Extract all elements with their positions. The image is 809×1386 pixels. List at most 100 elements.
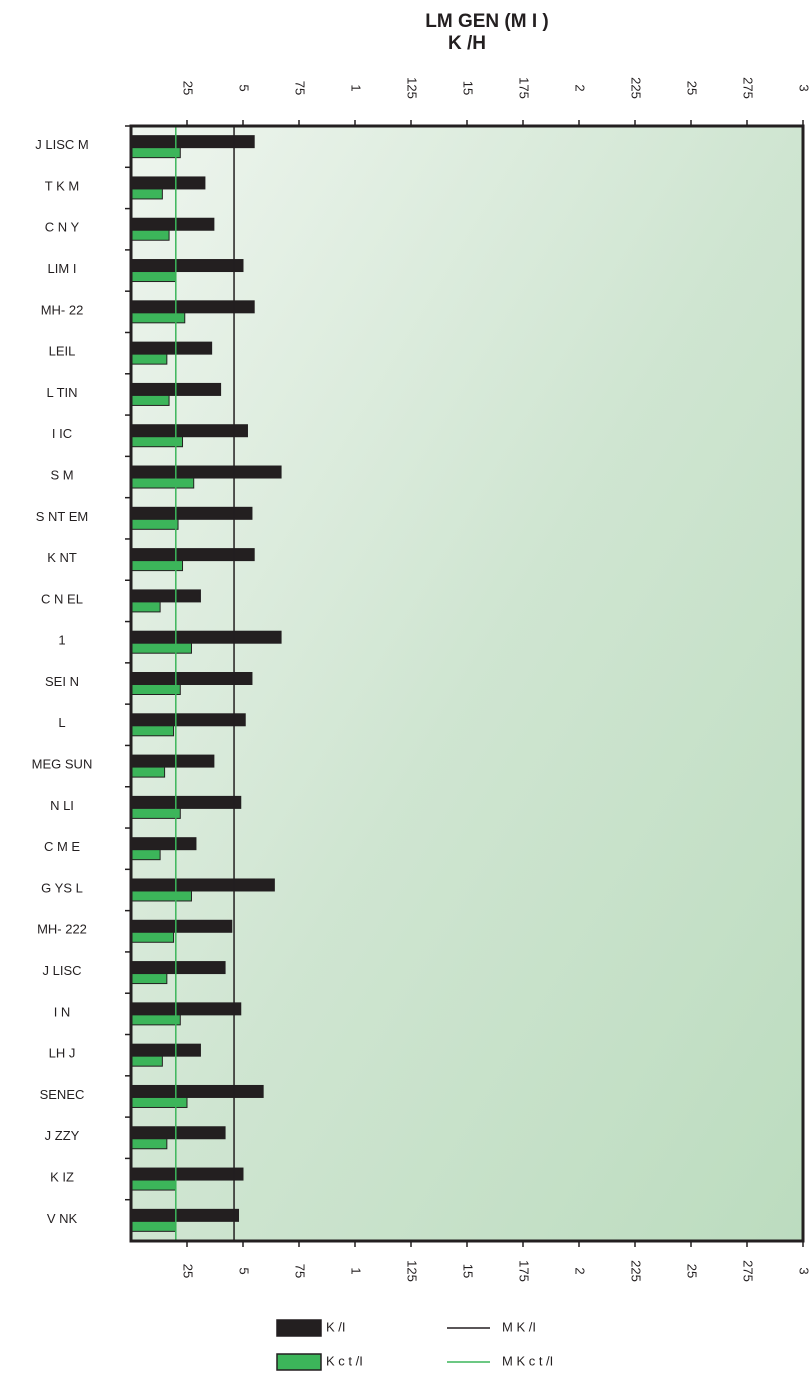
bar (130, 312, 186, 324)
bar (130, 1096, 188, 1108)
x-tick-label: 2 (573, 84, 588, 91)
x-tick-label: 3 (797, 1267, 809, 1274)
x-tick-label: 275 (741, 1260, 756, 1282)
y-tick-label: LIM I (48, 261, 77, 276)
y-tick-label: MEG SUN (32, 757, 93, 772)
bar (130, 919, 233, 933)
y-tick-label: C M E (44, 839, 80, 854)
x-tick-label: 175 (517, 1260, 532, 1282)
y-tick-label: J ZZY (45, 1128, 80, 1143)
y-tick-label: T K M (45, 178, 79, 193)
bar (130, 424, 248, 438)
y-tick-label: J LISC M (35, 137, 88, 152)
bar (130, 271, 177, 283)
bar (130, 1126, 226, 1140)
bar (130, 135, 255, 149)
bar (130, 642, 192, 654)
legend-label: M K c t /I (502, 1353, 553, 1368)
y-tick-label: L (58, 715, 65, 730)
x-tick-label: 3 (797, 84, 809, 91)
bar (130, 300, 255, 314)
x-tick-label: 25 (181, 81, 196, 95)
bar (130, 518, 179, 530)
x-tick-label: 125 (405, 77, 420, 99)
x-tick-label: 175 (517, 77, 532, 99)
y-tick-label: I IC (52, 426, 72, 441)
chart-subtitle: K /H (448, 33, 486, 54)
x-tick-label: 75 (293, 81, 308, 95)
x-tick-label: 15 (461, 1264, 476, 1278)
y-tick-label: N LI (50, 798, 74, 813)
bar (130, 1002, 242, 1016)
legend-swatch (276, 1353, 322, 1371)
y-tick-label: S NT EM (36, 509, 89, 524)
bar (130, 589, 201, 603)
bar (130, 878, 275, 892)
bar (130, 1043, 201, 1057)
y-tick-label: S M (50, 467, 73, 482)
bar (130, 1220, 177, 1232)
y-tick-label: LEIL (49, 344, 76, 359)
bar (130, 147, 181, 159)
plot-frame (129, 124, 805, 1243)
x-tick-label: 1 (349, 1267, 364, 1274)
x-tick-label: 25 (685, 1264, 700, 1278)
y-tick-label: K IZ (50, 1169, 74, 1184)
bar (130, 601, 161, 613)
bar (130, 684, 181, 695)
bar (130, 795, 242, 809)
x-tick-label: 5 (237, 84, 252, 91)
bar (130, 766, 166, 778)
bar (130, 465, 282, 479)
legend-label: K /I (326, 1319, 346, 1334)
bar (130, 188, 163, 200)
chart-title: LM GEN (M I ) (425, 11, 548, 32)
legend-swatch (276, 1319, 322, 1337)
x-tick-label: 125 (405, 1260, 420, 1282)
bar (130, 1055, 163, 1067)
bar (130, 849, 161, 861)
y-tick-label: MH- 222 (37, 922, 87, 937)
x-tick-label: 1 (349, 84, 364, 91)
bar (130, 1014, 181, 1026)
bar (130, 713, 246, 727)
bar (130, 1084, 264, 1098)
bar (130, 341, 213, 355)
bar (130, 548, 255, 562)
y-tick-label: MH- 22 (41, 302, 84, 317)
y-tick-label: SENEC (40, 1087, 85, 1102)
x-tick-label: 75 (293, 1264, 308, 1278)
y-tick-label: K NT (47, 550, 77, 565)
x-tick-label: 2 (573, 1267, 588, 1274)
y-tick-label: V NK (47, 1211, 78, 1226)
y-tick-label: LH J (49, 1046, 76, 1061)
x-tick-label: 25 (181, 1264, 196, 1278)
x-tick-label: 275 (741, 77, 756, 99)
bar (130, 176, 206, 190)
bar (130, 217, 215, 231)
legend-label: M K /I (502, 1319, 536, 1334)
bar (130, 931, 175, 943)
x-tick-label: 225 (629, 77, 644, 99)
bar (130, 890, 192, 902)
y-tick-label: C N Y (45, 220, 80, 235)
bar (130, 1179, 177, 1191)
bar (130, 1138, 168, 1150)
legend-label: K c t /I (326, 1353, 363, 1368)
bar (130, 973, 168, 985)
y-tick-label: 1 (58, 633, 65, 648)
bar (130, 560, 184, 572)
y-tick-label: SEI N (45, 674, 79, 689)
y-tick-label: J LISC (42, 963, 81, 978)
bar (130, 229, 170, 241)
bar (130, 353, 168, 365)
bar (130, 725, 175, 737)
bar (130, 961, 226, 975)
bar (130, 436, 184, 448)
bar (130, 1167, 244, 1181)
bar (130, 259, 244, 273)
y-tick-label: I N (54, 1004, 71, 1019)
x-tick-label: 5 (237, 1267, 252, 1274)
bar (130, 630, 282, 644)
